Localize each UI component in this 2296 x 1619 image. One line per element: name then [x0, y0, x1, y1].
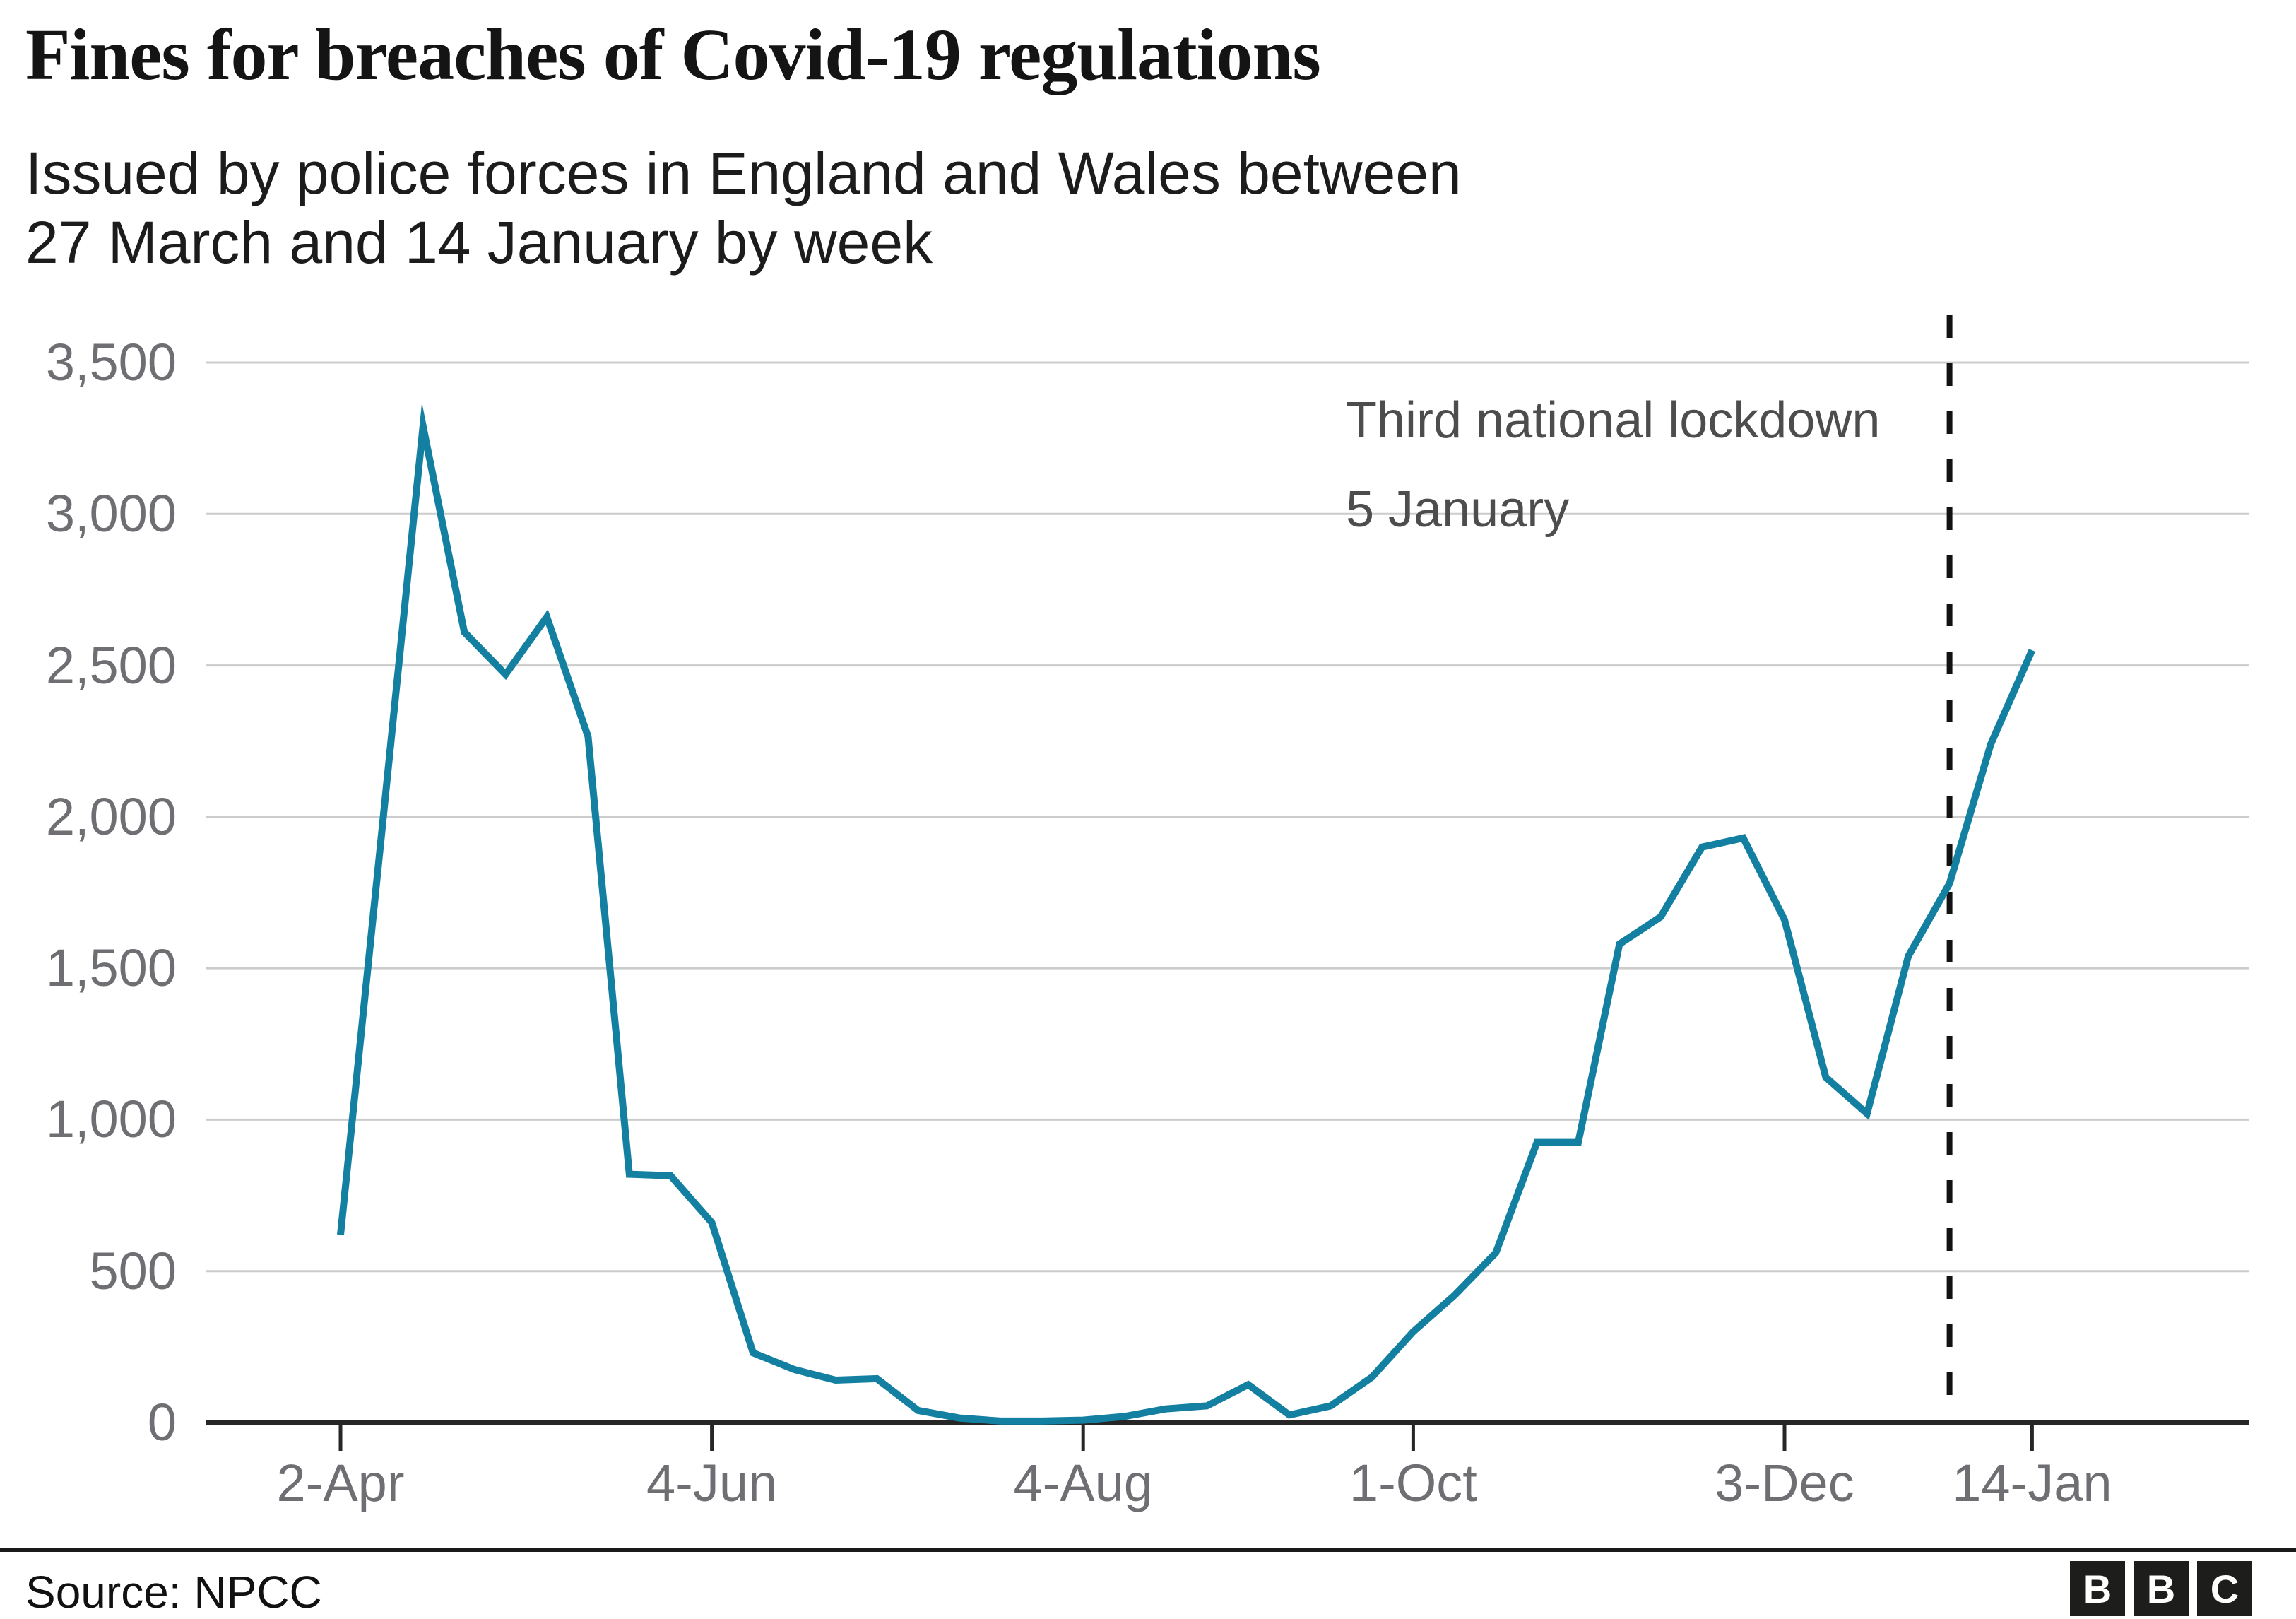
x-axis-label: 14-Jan	[1952, 1454, 2112, 1512]
y-axis-label: 1,000	[45, 1090, 177, 1149]
footer-divider	[0, 1548, 2296, 1552]
bbc-logo-letter-c: C	[2197, 1561, 2252, 1616]
chart-title: Fines for breaches of Covid-19 regulatio…	[25, 14, 1321, 95]
bbc-logo-letter-b1: B	[2070, 1561, 2125, 1616]
bbc-logo-letter-b2: B	[2134, 1561, 2189, 1616]
lockdown-annotation-line1: Third national lockdown	[1346, 392, 1881, 449]
x-axis-label: 4-Jun	[646, 1454, 778, 1512]
x-axis-label: 4-Aug	[1013, 1454, 1153, 1512]
source-credit: Source: NPCC	[25, 1567, 322, 1618]
x-axis-label: 2-Apr	[276, 1454, 405, 1512]
y-axis-label: 1,500	[45, 938, 177, 998]
data-line	[337, 402, 2035, 1425]
y-axis-label: 0	[147, 1393, 177, 1452]
x-axis-label: 1-Oct	[1349, 1454, 1477, 1512]
y-axis-label: 3,500	[45, 333, 177, 391]
lockdown-annotation: Third national lockdown 5 January	[1346, 390, 1880, 540]
y-axis-label: 2,000	[45, 787, 177, 846]
bbc-logo: B B C	[2070, 1561, 2252, 1616]
y-axis-label: 3,000	[45, 484, 177, 543]
chart-subtitle-line1: Issued by police forces in England and W…	[25, 140, 1462, 206]
chart-subtitle: Issued by police forces in England and W…	[25, 139, 1462, 277]
x-axis-label: 3-Dec	[1715, 1454, 1854, 1512]
y-axis-label: 500	[89, 1241, 177, 1300]
chart-subtitle-line2: 27 March and 14 January by week	[25, 209, 933, 276]
lockdown-annotation-line2: 5 January	[1346, 481, 1570, 538]
y-axis-label: 2,500	[45, 635, 177, 695]
